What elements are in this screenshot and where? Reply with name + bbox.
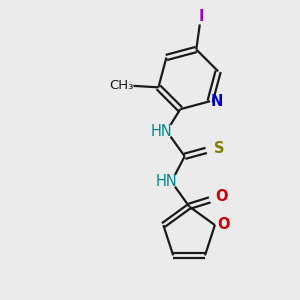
Text: O: O <box>217 217 230 232</box>
Text: N: N <box>210 94 223 109</box>
Text: HN: HN <box>155 174 177 189</box>
Text: HN: HN <box>151 124 172 139</box>
Text: I: I <box>199 9 204 24</box>
Text: S: S <box>214 141 224 156</box>
Text: CH₃: CH₃ <box>109 79 133 92</box>
Text: O: O <box>215 189 228 204</box>
